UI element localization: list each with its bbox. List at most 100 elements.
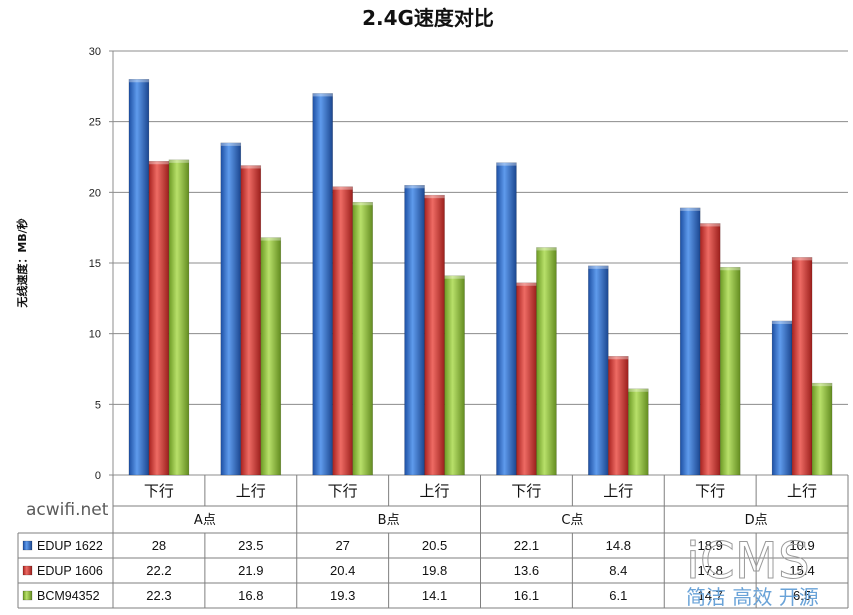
bar-highlight: [240, 165, 261, 169]
bar-highlight: [720, 267, 741, 271]
bar-highlight: [588, 265, 609, 269]
bar-edup-1606-6: [699, 223, 721, 476]
data-value: 23.5: [238, 538, 263, 553]
bar-bcm94352-4: [536, 247, 557, 476]
bar-highlight: [792, 257, 813, 261]
bar-bcm94352-5: [628, 388, 649, 476]
site-watermark: acwifi.net: [26, 500, 109, 520]
bar-edup-1622-6: [679, 207, 701, 476]
data-value: 18.9: [698, 538, 723, 553]
bar-bcm94352-7: [811, 382, 833, 476]
y-tick-label: 30: [89, 46, 101, 58]
data-value: 21.9: [238, 563, 263, 578]
legend-swatch: [22, 565, 33, 576]
data-value: 16.1: [514, 588, 539, 603]
group-label: B点: [378, 513, 400, 528]
bar-highlight: [772, 320, 793, 324]
data-value: 14.8: [606, 538, 631, 553]
y-axis-label: 无线速度：MB/秒: [15, 218, 29, 308]
y-tick-label: 5: [95, 399, 101, 411]
data-value: 14.1: [422, 588, 447, 603]
bar-edup-1622-7: [771, 320, 793, 476]
data-value: 20.4: [330, 563, 355, 578]
category-label: 上行: [603, 482, 633, 500]
data-table: 下行 上行 下行 上行 下行 上行 下行 上行 A点 B点 C点 D点 EDUP 1622 28 23.5 2…: [17, 475, 849, 609]
bar-bcm94352-0: [168, 159, 190, 476]
bar-highlight: [220, 142, 241, 146]
bar-edup-1606-0: [148, 160, 170, 476]
legend-swatch: [22, 540, 33, 551]
bar-edup-1622-0: [128, 79, 150, 476]
bar-edup-1622-4: [496, 162, 517, 476]
data-value: 19.8: [422, 563, 447, 578]
series-name: BCM94352: [37, 589, 100, 603]
bar-edup-1622-1: [220, 142, 242, 476]
bar-highlight: [332, 186, 353, 190]
y-axis-ticks: 0 5 10 15 20 25 30: [89, 46, 101, 482]
chart-title: 2.4G速度对比: [362, 6, 494, 30]
bar-edup-1606-1: [240, 165, 262, 476]
data-value: 20.5: [422, 538, 447, 553]
bar-edup-1622-2: [312, 93, 333, 476]
group-label: A点: [194, 513, 216, 528]
category-label: 下行: [328, 482, 358, 500]
bar-highlight: [700, 223, 721, 227]
bar-highlight: [628, 388, 649, 392]
data-value: 22.2: [146, 563, 171, 578]
bar-highlight: [608, 356, 629, 360]
category-label: 上行: [236, 482, 266, 500]
bar-bcm94352-3: [444, 275, 465, 476]
data-value: 16.8: [238, 588, 263, 603]
bar-highlight: [680, 207, 701, 211]
data-value: 14.7: [698, 588, 723, 603]
bar-highlight: [424, 195, 445, 199]
bar-highlight: [168, 159, 189, 163]
bar-highlight: [516, 282, 537, 286]
category-label: 上行: [787, 482, 817, 500]
legend-swatch: [22, 590, 33, 601]
bar-edup-1606-7: [791, 257, 813, 476]
bar-edup-1606-5: [608, 356, 629, 476]
data-value: 13.6: [514, 563, 539, 578]
data-value: 17.8: [698, 563, 723, 578]
y-tick-label: 10: [89, 329, 101, 341]
bar-highlight: [352, 202, 373, 206]
category-label: 下行: [695, 482, 725, 500]
bar-highlight: [148, 161, 169, 165]
bar-edup-1606-3: [424, 194, 445, 476]
bar-highlight: [128, 79, 149, 83]
y-tick-label: 0: [95, 470, 101, 482]
data-value: 15.4: [789, 563, 814, 578]
data-value: 6.1: [609, 588, 627, 603]
bar-edup-1606-2: [332, 186, 353, 476]
data-value: 8.4: [609, 563, 627, 578]
category-label: 上行: [420, 482, 450, 500]
bar-highlight: [496, 162, 517, 166]
group-label: C点: [561, 513, 583, 528]
series-name: EDUP 1622: [37, 539, 103, 553]
series-name: EDUP 1606: [37, 564, 103, 578]
category-label: 下行: [144, 482, 174, 500]
bar-highlight: [536, 247, 557, 251]
bar-highlight: [312, 93, 333, 97]
y-tick-label: 25: [89, 117, 101, 129]
bar-highlight: [260, 237, 281, 241]
y-tick-label: 15: [89, 258, 101, 270]
bar-bcm94352-6: [719, 266, 741, 476]
group-label: D点: [745, 513, 768, 528]
data-value: 27: [335, 538, 349, 553]
y-tick-label: 20: [89, 187, 101, 199]
data-value: 22.3: [146, 588, 171, 603]
bar-edup-1622-3: [404, 185, 425, 476]
data-value: 6.5: [793, 588, 811, 603]
bar-highlight: [404, 185, 425, 189]
category-label: 下行: [511, 482, 541, 500]
bar-highlight: [444, 275, 465, 279]
slogan-watermark: 简洁 高效 开源: [686, 585, 819, 609]
bar-bcm94352-2: [352, 201, 373, 476]
bar-highlight: [812, 383, 833, 387]
brand-watermark: iCMS: [686, 532, 810, 590]
data-value: 28: [152, 538, 166, 553]
bar-edup-1606-4: [516, 282, 537, 476]
